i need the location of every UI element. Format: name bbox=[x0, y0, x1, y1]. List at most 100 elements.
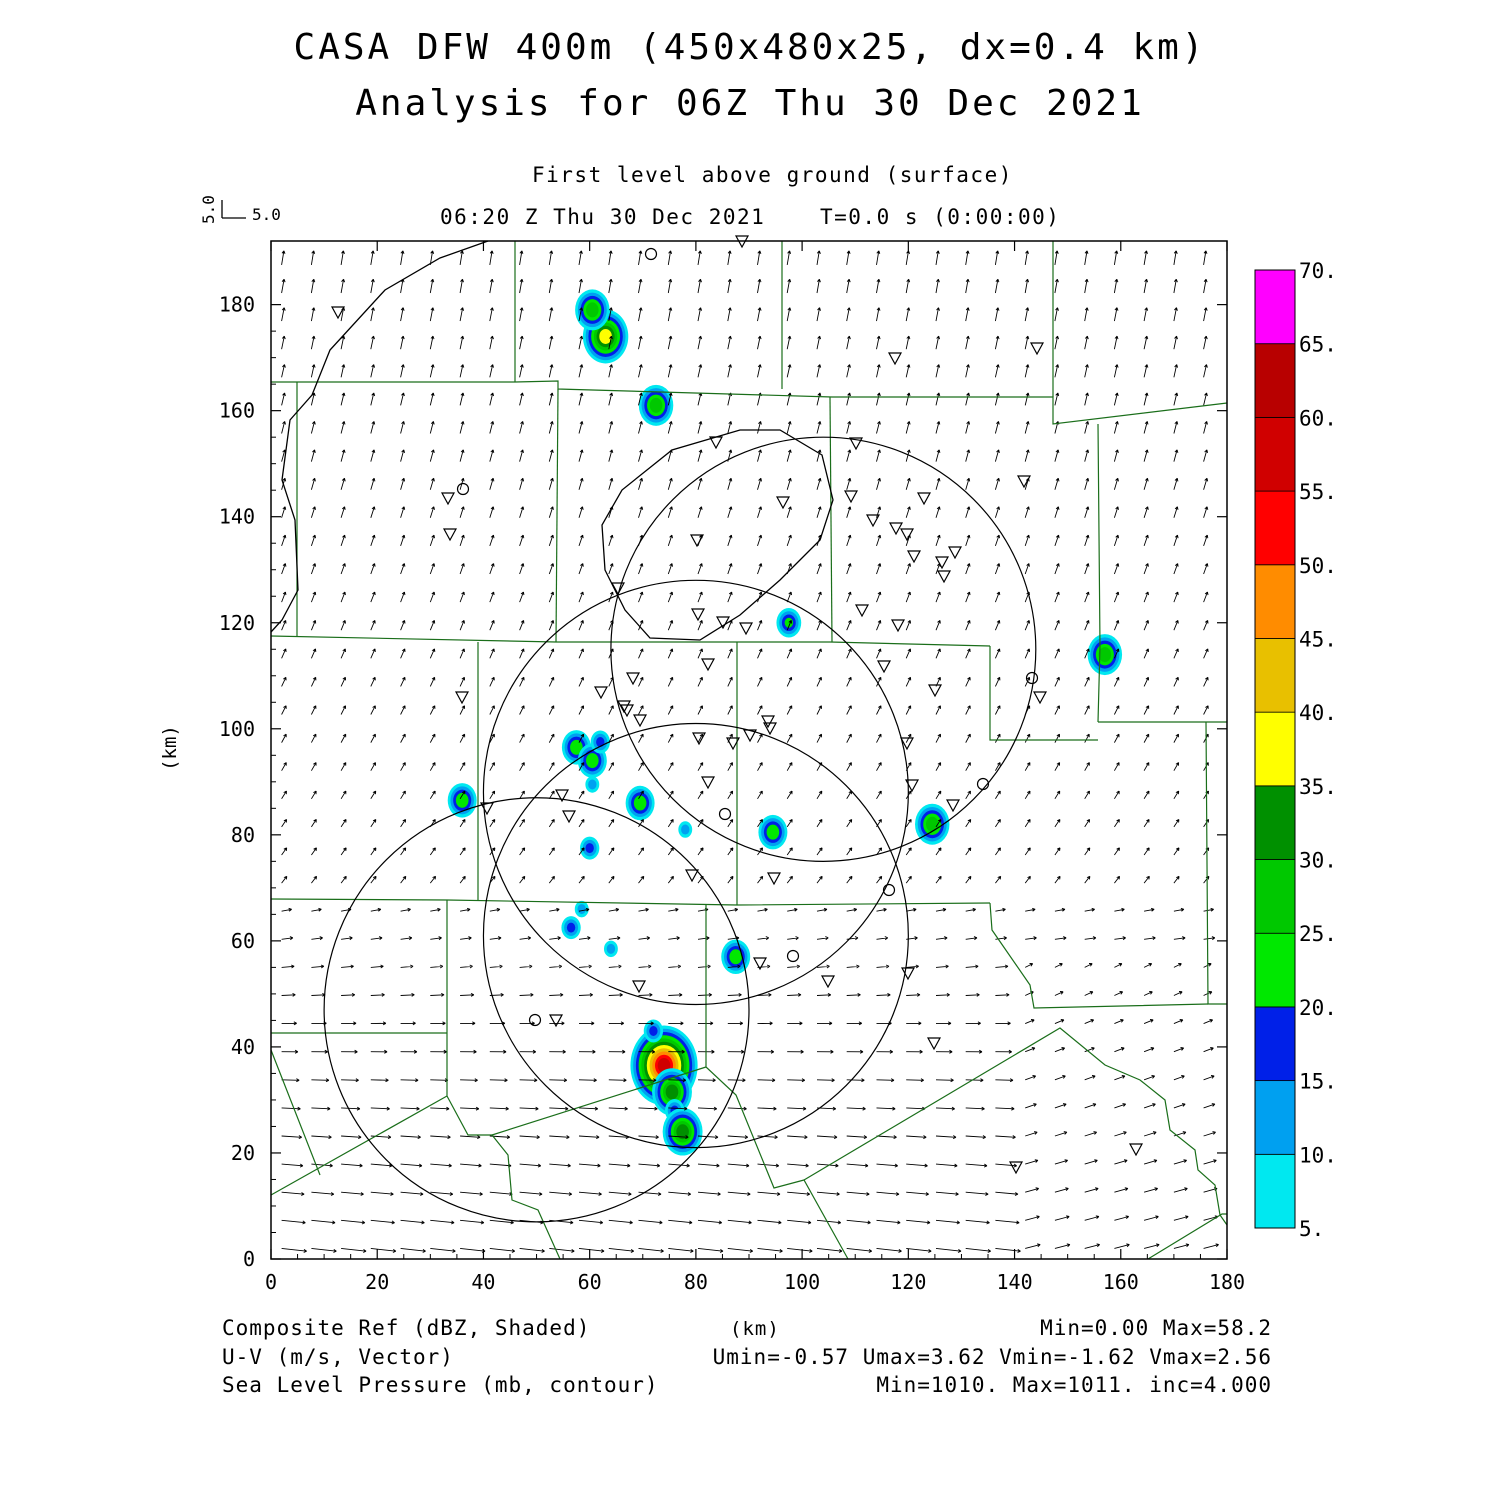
y-tick-label: 40 bbox=[231, 1035, 255, 1059]
station-triangle bbox=[848, 437, 864, 451]
station-triangle bbox=[1032, 691, 1048, 705]
station-triangle bbox=[616, 700, 632, 714]
echo-cell bbox=[915, 803, 950, 845]
colorbar-segment bbox=[1254, 490, 1296, 566]
station-triangle bbox=[689, 534, 705, 548]
station-markers-layer bbox=[330, 235, 1144, 1175]
x-tick-label: 60 bbox=[578, 1270, 602, 1294]
echo-contour bbox=[606, 943, 616, 954]
station-triangle bbox=[843, 490, 859, 504]
station-triangle bbox=[625, 672, 641, 686]
field2-label: U-V (m/s, Vector) bbox=[222, 1345, 454, 1369]
station-triangle bbox=[945, 799, 961, 813]
county-boundary bbox=[989, 902, 1209, 1009]
station-triangle bbox=[700, 776, 716, 790]
colorbar-label: 70. bbox=[1299, 259, 1337, 283]
station-circle bbox=[456, 482, 470, 496]
x-tick-label: 140 bbox=[996, 1270, 1032, 1294]
station-triangle bbox=[690, 608, 706, 622]
colorbar-segment bbox=[1254, 638, 1296, 713]
station-circle bbox=[644, 247, 658, 261]
county-boundaries-layer bbox=[270, 241, 1228, 1260]
echo-contour bbox=[766, 824, 780, 840]
station-triangle bbox=[619, 704, 635, 718]
x-tick-label: 20 bbox=[365, 1270, 389, 1294]
colorbar-label: 60. bbox=[1299, 406, 1337, 430]
station-triangle bbox=[926, 1037, 942, 1051]
colorbar-label: 20. bbox=[1299, 996, 1337, 1020]
station-triangle bbox=[906, 550, 922, 564]
station-triangle bbox=[888, 522, 904, 536]
echo-contour bbox=[586, 753, 599, 769]
wind-vector-layer bbox=[281, 250, 1219, 1253]
station-triangle bbox=[876, 660, 892, 674]
x-tick-label: 160 bbox=[1103, 1270, 1139, 1294]
y-axis-label: (km) bbox=[159, 725, 181, 771]
station-triangle bbox=[330, 306, 346, 320]
station-triangle bbox=[684, 869, 700, 883]
range-ring bbox=[482, 722, 909, 1149]
chart-title-line1: CASA DFW 400m (450x480x25, dx=0.4 km) bbox=[293, 27, 1207, 68]
field1-stats: Min=0.00 Max=58.2 bbox=[1040, 1316, 1272, 1340]
echo-cell bbox=[638, 384, 674, 426]
field1-label: Composite Ref (dBZ, Shaded) bbox=[222, 1316, 591, 1340]
station-triangle bbox=[742, 729, 758, 743]
x-tick-label: 40 bbox=[471, 1270, 495, 1294]
station-triangle bbox=[610, 582, 626, 596]
colorbar-label: 15. bbox=[1299, 1070, 1337, 1094]
station-triangle bbox=[775, 496, 791, 510]
echo-contour bbox=[586, 302, 599, 318]
x-tick-label: 80 bbox=[684, 1270, 708, 1294]
echo-cell bbox=[585, 776, 600, 793]
colorbar-segment bbox=[1254, 859, 1296, 934]
colorbar-segment bbox=[1254, 1080, 1296, 1155]
station-triangle bbox=[454, 691, 470, 705]
echo-contour bbox=[649, 1026, 658, 1037]
colorbar-segment bbox=[1254, 932, 1296, 1008]
echo-contour bbox=[577, 904, 586, 915]
echo-contour bbox=[599, 328, 612, 344]
field3-stats: Min=1010. Max=1011. inc=4.000 bbox=[876, 1373, 1272, 1397]
station-triangle bbox=[904, 779, 920, 793]
colorbar-segment bbox=[1254, 269, 1296, 345]
reflectivity-layer bbox=[447, 289, 1123, 1156]
station-triangle bbox=[766, 872, 782, 886]
station-triangle bbox=[554, 789, 570, 803]
station-triangle bbox=[890, 619, 906, 633]
echo-cell bbox=[721, 939, 751, 975]
echo-contour bbox=[585, 843, 594, 854]
echo-cell bbox=[575, 289, 610, 331]
station-triangle bbox=[691, 732, 707, 746]
echo-cell bbox=[447, 783, 477, 818]
station-triangle bbox=[916, 492, 932, 506]
echo-cell bbox=[678, 821, 693, 838]
field2-stats: Umin=-0.57 Umax=3.62 Vmin=-1.62 Vmax=2.5… bbox=[712, 1345, 1272, 1369]
station-triangle bbox=[854, 604, 870, 618]
colorbar: 5. 10. 15. 20. 25. 30. 35. 40. 45. 50. 55. 60. 65. 70… bbox=[1254, 259, 1337, 1241]
station-triangle bbox=[934, 556, 950, 570]
station-triangle bbox=[440, 492, 456, 506]
county-boundary bbox=[270, 1095, 448, 1196]
echo-contour bbox=[633, 795, 647, 811]
colorbar-label: 10. bbox=[1299, 1143, 1337, 1167]
county-boundary bbox=[491, 1066, 707, 1136]
echo-cell bbox=[643, 1019, 664, 1043]
colorbar-segment bbox=[1254, 416, 1296, 492]
colorbar-label: 55. bbox=[1299, 480, 1337, 504]
echo-cell bbox=[776, 608, 802, 638]
county-boundary bbox=[270, 635, 991, 647]
station-triangle bbox=[548, 1014, 564, 1028]
colorbar-segment bbox=[1254, 564, 1296, 639]
y-tick-label: 20 bbox=[231, 1141, 255, 1165]
station-circle bbox=[718, 807, 732, 821]
station-circle bbox=[976, 777, 990, 791]
ref-vector-u-label: 5.0 bbox=[252, 205, 281, 224]
station-triangle bbox=[760, 715, 776, 729]
y-tick-label: 180 bbox=[219, 293, 255, 317]
echo-contour bbox=[1098, 647, 1112, 663]
axes-layer: 0 20 40 60 80 100 120 140 160 180 0 20 40 60 80 100 120 1… bbox=[219, 241, 1245, 1294]
pressure-contour-layer bbox=[270, 240, 834, 641]
station-triangle bbox=[700, 658, 716, 672]
station-triangle bbox=[593, 686, 609, 700]
